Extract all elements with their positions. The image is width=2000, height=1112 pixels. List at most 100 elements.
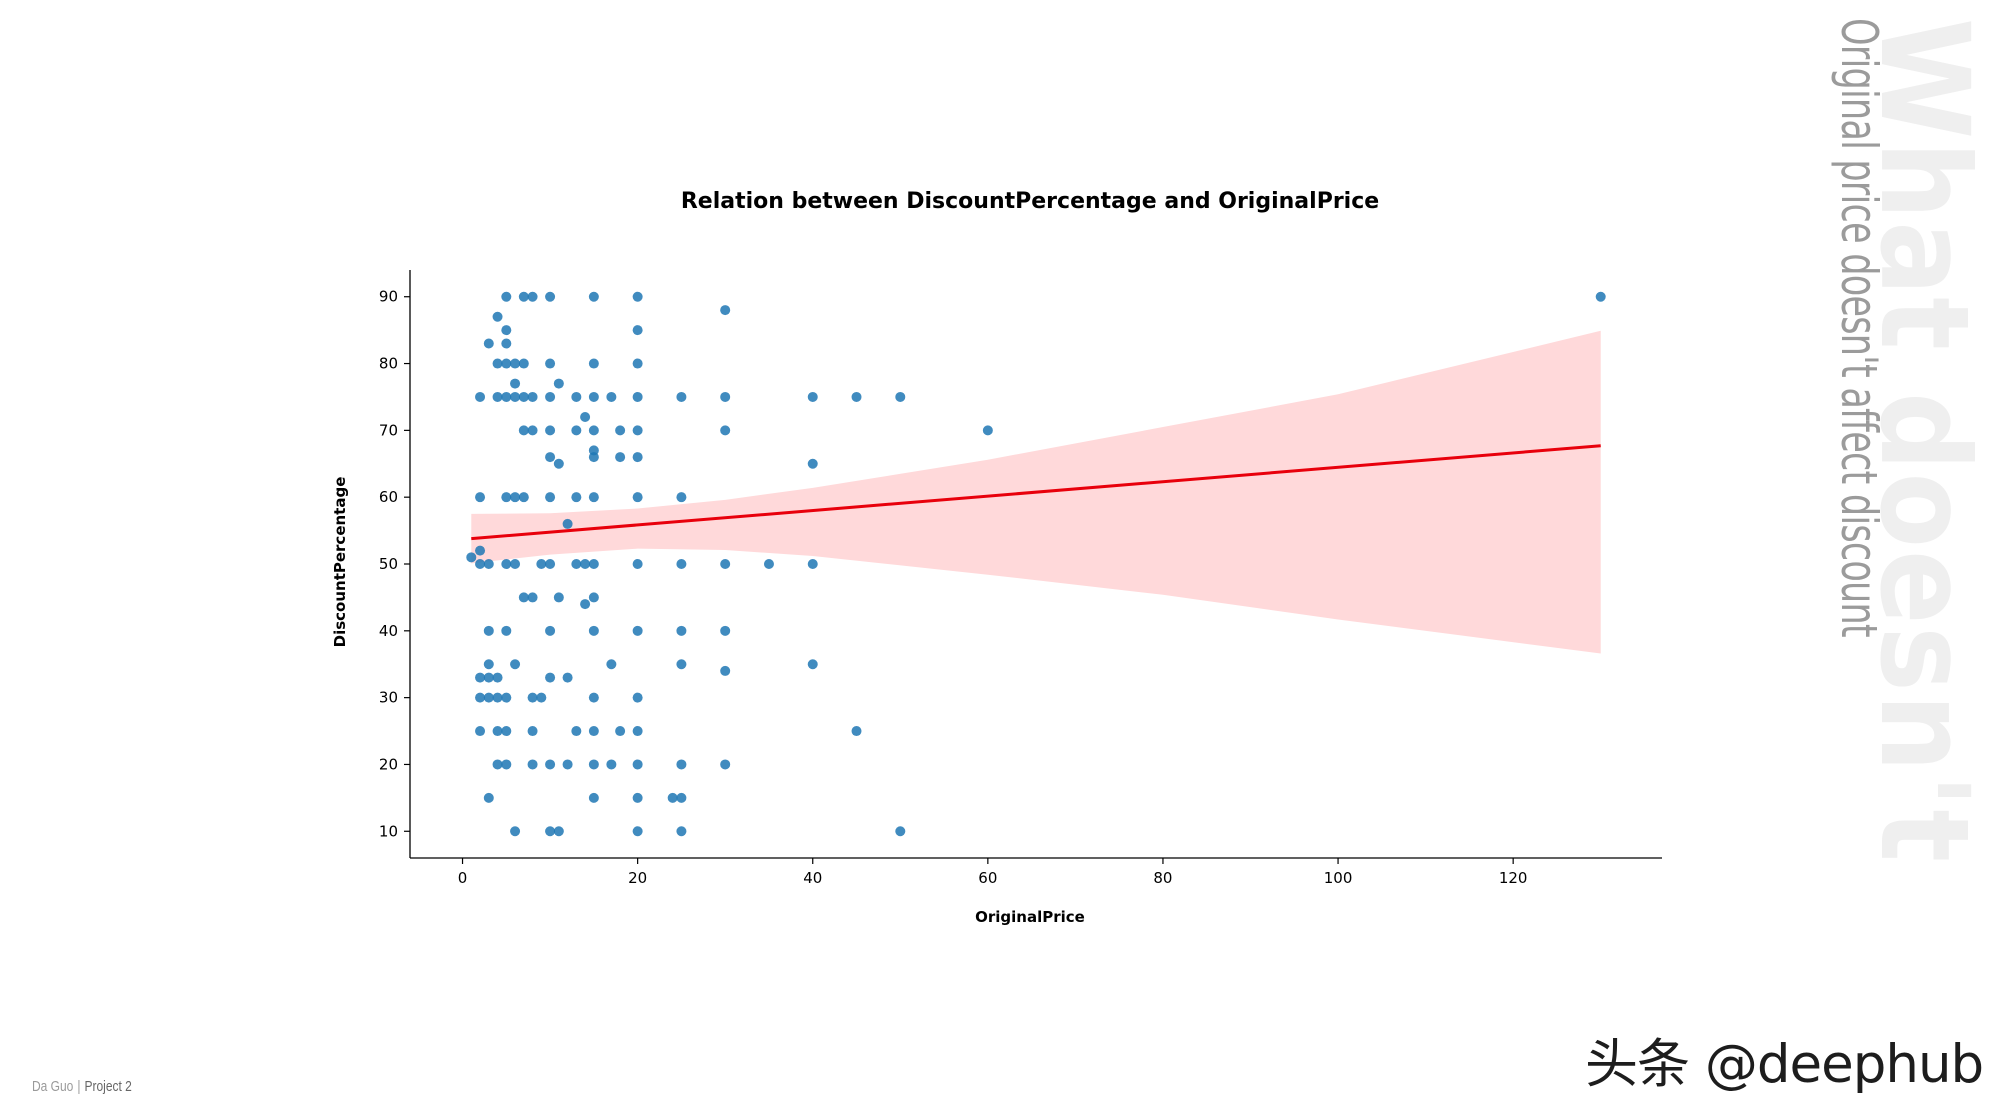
data-point [475,545,486,556]
footer-author: Da Guo [32,1078,74,1095]
y-axis-label: DiscountPercentage [331,477,349,648]
data-point [667,792,678,803]
data-point [527,425,538,436]
footer-separator: | [77,1078,81,1095]
axes-layer: 0 20 40 60 80 100 120 10 20 30 40 50 60 70 80 90 [379,270,1662,887]
data-point [527,291,538,302]
data-point [720,559,731,569]
data-point [510,659,521,670]
data-point [492,391,503,402]
data-point [720,305,731,316]
data-point [720,759,731,770]
data-point [553,458,564,469]
data-point [588,452,599,463]
data-point [851,391,862,402]
data-point [1595,291,1606,302]
x-tick-label: 100 [1324,869,1353,887]
data-point [545,492,556,503]
x-tick-label: 120 [1499,869,1528,887]
data-point [807,559,818,569]
data-point [518,425,529,436]
data-point [553,826,564,837]
data-point [588,492,599,503]
data-point [676,659,687,670]
data-point [553,592,564,603]
data-point [475,559,486,569]
data-point [545,452,556,463]
data-point [545,672,556,683]
data-point [536,692,547,703]
data-point [501,759,512,770]
y-tick-label: 10 [379,822,398,840]
y-tick-label: 70 [379,421,398,439]
data-point [545,291,556,302]
data-point [466,552,477,563]
data-point [562,759,573,770]
data-point [588,358,599,369]
data-point [807,391,818,402]
data-point [545,826,556,837]
data-point [632,759,643,770]
data-point [807,659,818,670]
data-point [571,726,582,737]
data-point [527,391,538,402]
data-point [501,492,512,503]
data-point [676,559,687,569]
data-point [483,338,494,349]
data-point [606,659,617,670]
data-point [615,726,626,737]
data-point [588,592,599,603]
data-point [527,759,538,770]
data-point [475,492,486,503]
y-tick-label: 40 [379,622,398,640]
data-point [632,692,643,703]
data-point [553,378,564,389]
data-point [510,826,521,837]
data-point [588,692,599,703]
data-point [510,492,521,503]
data-point [545,625,556,636]
x-tick-label: 80 [1153,869,1172,887]
data-point [615,452,626,463]
y-tick-label: 30 [379,689,398,707]
data-point [895,391,906,402]
data-point [676,391,687,402]
y-tick-label: 80 [379,355,398,373]
data-point [571,559,582,569]
data-point [632,826,643,837]
data-point [492,311,503,322]
data-point [501,338,512,349]
data-point [501,625,512,636]
data-point [501,692,512,703]
regression-line [471,444,1601,541]
data-point [545,425,556,436]
data-point [536,559,547,569]
data-point [632,358,643,369]
x-tick-label: 20 [628,869,647,887]
watermark: 头条 @deephub [1585,1034,1984,1095]
data-point [588,291,599,302]
data-point [501,391,512,402]
side-subtitle: Original price doesn't affect discount [1830,18,1888,637]
data-point [501,559,512,569]
data-point [475,391,486,402]
data-point [571,425,582,436]
y-tick-label: 90 [379,288,398,306]
data-point [501,726,512,737]
data-point [632,291,643,302]
data-point [588,391,599,402]
data-point [720,391,731,402]
data-point [510,378,521,389]
data-point [580,559,591,569]
data-point [720,665,731,676]
data-point [615,425,626,436]
regression-line-layer [471,444,1601,541]
footer-credit: Da Guo | Project 2 [32,1078,132,1095]
data-point [483,559,494,569]
data-point [851,726,862,737]
x-tick-label: 40 [803,869,822,887]
data-point [492,672,503,683]
data-point [492,358,503,369]
data-point [632,452,643,463]
data-point [588,726,599,737]
